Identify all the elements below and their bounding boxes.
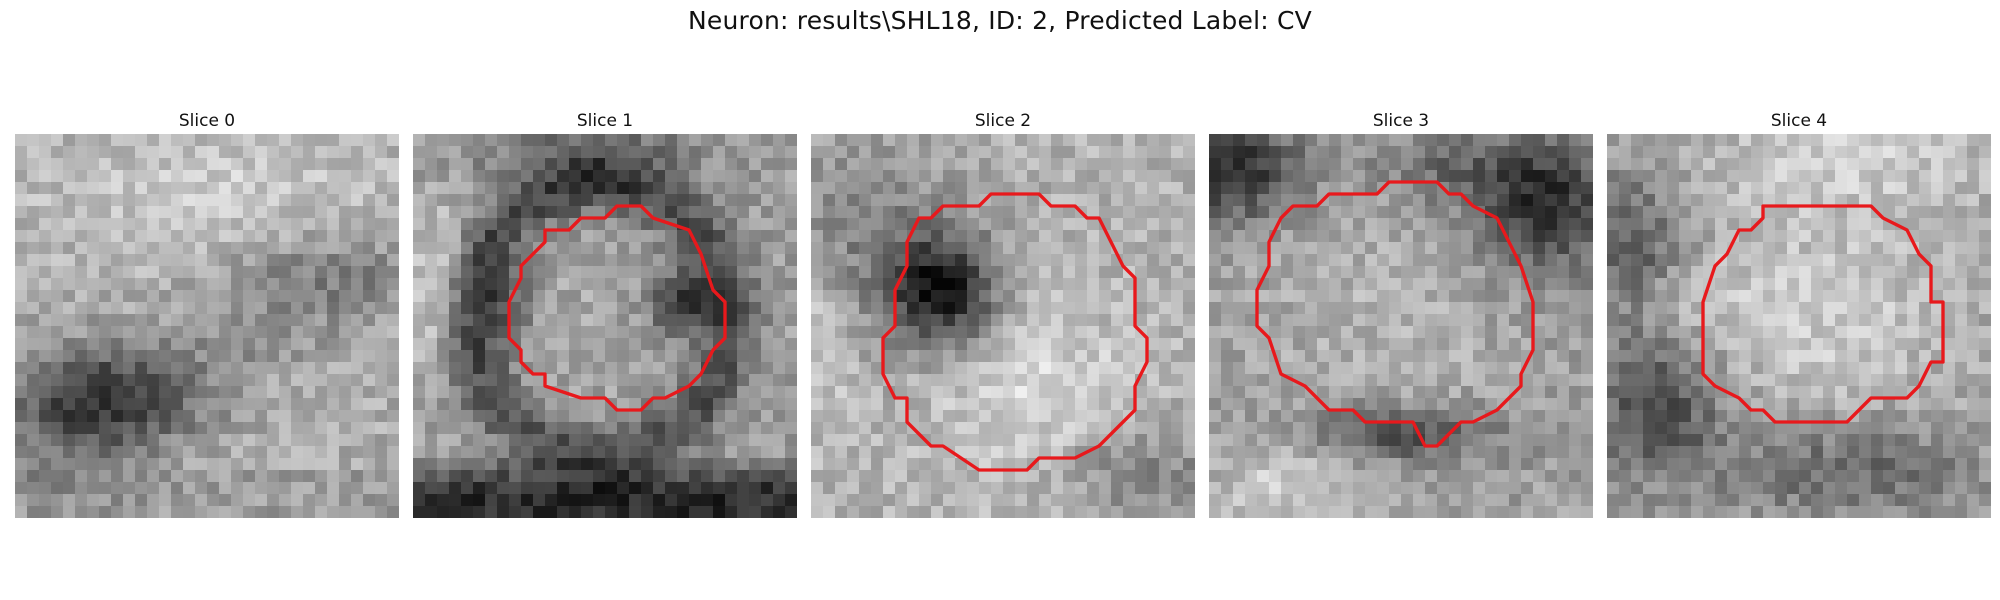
slice-title: Slice 3 [1372, 111, 1430, 131]
slice-panel-2: Slice 2 [811, 108, 1195, 518]
slice-image [15, 134, 399, 518]
slice-image [413, 134, 797, 518]
slice-title: Slice 1 [576, 111, 634, 131]
figure-title: Neuron: results\SHL18, ID: 2, Predicted … [688, 6, 1312, 35]
slice-image [1209, 134, 1593, 518]
segmentation-contour [881, 192, 1149, 472]
segmentation-contour [1255, 180, 1535, 448]
segmentation-contour [1701, 204, 1945, 424]
slice-image [1607, 134, 1991, 518]
slice-title: Slice 2 [974, 111, 1032, 131]
slice-title: Slice 4 [1770, 111, 1828, 131]
slice-panel-1: Slice 1 [413, 108, 797, 518]
slice-panel-4: Slice 4 [1607, 108, 1991, 518]
slice-panel-0: Slice 0 [15, 108, 399, 518]
slice-image [811, 134, 1195, 518]
slice-panel-3: Slice 3 [1209, 108, 1593, 518]
slice-title: Slice 0 [178, 111, 236, 131]
segmentation-contour [507, 204, 727, 412]
